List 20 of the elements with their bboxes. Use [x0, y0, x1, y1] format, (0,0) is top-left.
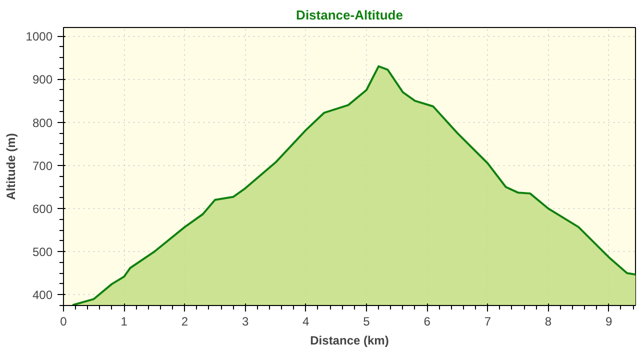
- y-tick-label: 700: [32, 158, 53, 173]
- y-tick-label: 600: [32, 202, 53, 216]
- y-tick-label: 1000: [26, 30, 53, 44]
- x-tick-label: 0: [60, 314, 68, 328]
- x-tick-label: 9: [606, 314, 612, 328]
- x-tick-label: 4: [302, 314, 310, 328]
- x-tick-label: 2: [181, 314, 188, 328]
- y-tick-label: 500: [32, 245, 53, 260]
- chart-title: Distance-Altitude: [296, 8, 403, 22]
- x-tick-label: 6: [424, 314, 431, 328]
- y-tick-label: 800: [32, 116, 53, 130]
- x-tick-label: 1: [120, 314, 128, 328]
- y-tick-label: 400: [32, 288, 53, 302]
- x-tick-label: 7: [484, 314, 492, 328]
- x-tick-label: 8: [544, 314, 552, 328]
- y-axis-title: Altitude (m): [4, 133, 18, 200]
- x-axis-title: Distance (km): [310, 334, 389, 348]
- x-tick-label: 3: [242, 314, 249, 328]
- x-tick-label: 5: [363, 314, 370, 328]
- y-tick-label: 900: [32, 72, 53, 87]
